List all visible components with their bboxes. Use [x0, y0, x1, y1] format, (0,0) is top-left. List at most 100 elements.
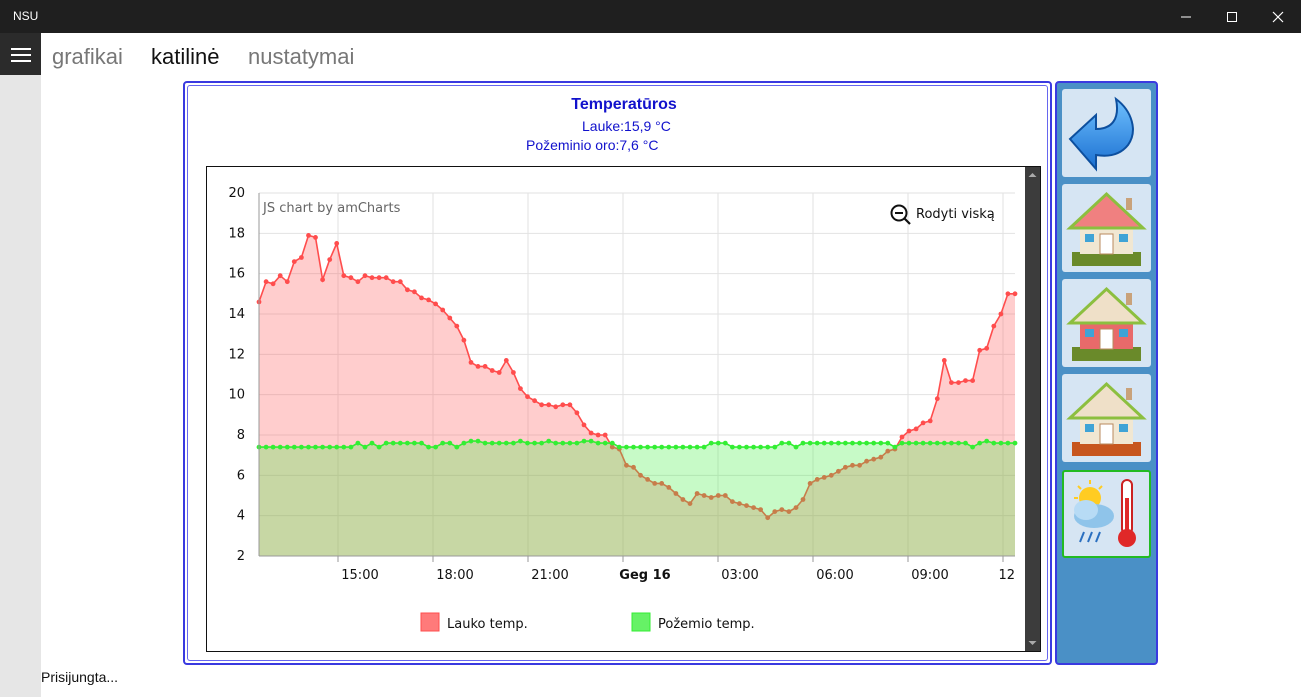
data-point[interactable]	[560, 402, 566, 408]
data-point[interactable]	[927, 440, 933, 446]
data-point[interactable]	[864, 440, 869, 446]
house-basement-button[interactable]	[1062, 374, 1151, 462]
data-point[interactable]	[553, 440, 559, 446]
data-point[interactable]	[327, 257, 333, 262]
data-point[interactable]	[461, 440, 467, 446]
data-point[interactable]	[878, 440, 884, 446]
tab-grafikai[interactable]: grafikai	[52, 44, 123, 69]
data-point[interactable]	[793, 505, 799, 510]
data-point[interactable]	[807, 481, 813, 486]
data-point[interactable]	[475, 438, 481, 444]
data-point[interactable]	[468, 438, 474, 444]
data-point[interactable]	[751, 444, 756, 450]
data-point[interactable]	[595, 432, 601, 438]
data-point[interactable]	[694, 444, 700, 450]
data-point[interactable]	[906, 428, 912, 434]
data-point[interactable]	[800, 497, 806, 502]
data-point[interactable]	[376, 444, 382, 450]
data-point[interactable]	[927, 418, 933, 424]
data-point[interactable]	[454, 323, 460, 329]
data-point[interactable]	[786, 509, 792, 514]
data-point[interactable]	[638, 444, 643, 450]
data-point[interactable]	[284, 444, 290, 450]
data-point[interactable]	[687, 444, 693, 450]
data-point[interactable]	[652, 481, 658, 486]
data-point[interactable]	[284, 279, 290, 285]
data-point[interactable]	[984, 438, 990, 444]
data-point[interactable]	[730, 444, 735, 450]
data-point[interactable]	[793, 444, 799, 450]
data-point[interactable]	[906, 440, 912, 446]
data-point[interactable]	[680, 497, 686, 502]
data-point[interactable]	[511, 440, 516, 446]
data-point[interactable]	[977, 440, 983, 446]
legend-swatch[interactable]	[420, 612, 440, 632]
data-point[interactable]	[744, 503, 749, 508]
data-point[interactable]	[369, 440, 375, 446]
data-point[interactable]	[772, 509, 778, 514]
data-point[interactable]	[574, 410, 580, 416]
house-roof-button[interactable]	[1062, 184, 1151, 272]
data-point[interactable]	[871, 440, 877, 446]
data-point[interactable]	[758, 444, 763, 450]
legend-label[interactable]: Lauko temp.	[447, 617, 528, 632]
data-point[interactable]	[581, 422, 587, 428]
data-point[interactable]	[263, 444, 269, 450]
data-point[interactable]	[525, 440, 530, 446]
data-point[interactable]	[426, 297, 431, 303]
data-point[interactable]	[390, 440, 396, 446]
weather-button[interactable]	[1062, 470, 1151, 558]
data-point[interactable]	[327, 444, 333, 450]
data-point[interactable]	[836, 440, 841, 446]
data-point[interactable]	[998, 311, 1004, 317]
data-point[interactable]	[383, 440, 389, 446]
data-point[interactable]	[511, 370, 516, 375]
data-point[interactable]	[419, 295, 424, 301]
data-point[interactable]	[1005, 440, 1011, 446]
data-point[interactable]	[369, 275, 375, 281]
data-point[interactable]	[539, 440, 544, 446]
data-point[interactable]	[659, 481, 665, 486]
data-point[interactable]	[941, 440, 947, 446]
data-point[interactable]	[970, 378, 975, 383]
data-point[interactable]	[567, 440, 573, 446]
data-point[interactable]	[334, 241, 340, 246]
minimize-button[interactable]	[1163, 0, 1209, 33]
data-point[interactable]	[673, 491, 679, 496]
data-point[interactable]	[405, 440, 410, 446]
data-point[interactable]	[864, 458, 869, 464]
data-point[interactable]	[489, 440, 495, 446]
data-point[interactable]	[447, 315, 453, 321]
data-point[interactable]	[715, 493, 721, 498]
data-point[interactable]	[341, 273, 347, 279]
data-point[interactable]	[461, 337, 467, 343]
data-point[interactable]	[1012, 291, 1018, 297]
data-point[interactable]	[949, 380, 954, 385]
data-point[interactable]	[963, 378, 968, 383]
data-point[interactable]	[440, 440, 446, 446]
data-point[interactable]	[645, 477, 650, 482]
data-point[interactable]	[320, 277, 325, 283]
data-point[interactable]	[984, 345, 990, 351]
data-point[interactable]	[701, 493, 707, 498]
data-point[interactable]	[772, 444, 778, 450]
data-point[interactable]	[291, 259, 297, 264]
data-point[interactable]	[518, 386, 523, 391]
data-point[interactable]	[355, 279, 361, 285]
zoom-out-button[interactable]: Rodyti viską	[890, 204, 995, 225]
data-point[interactable]	[694, 491, 700, 496]
data-point[interactable]	[299, 255, 304, 260]
data-point[interactable]	[956, 440, 961, 446]
data-point[interactable]	[920, 440, 926, 446]
data-point[interactable]	[949, 440, 954, 446]
data-point[interactable]	[482, 440, 488, 446]
data-point[interactable]	[899, 440, 905, 446]
data-point[interactable]	[602, 440, 608, 446]
data-point[interactable]	[765, 444, 771, 450]
data-point[interactable]	[715, 440, 721, 446]
data-point[interactable]	[313, 444, 318, 450]
data-point[interactable]	[850, 440, 855, 446]
data-point[interactable]	[553, 404, 559, 410]
data-point[interactable]	[270, 281, 276, 287]
data-point[interactable]	[998, 440, 1004, 446]
